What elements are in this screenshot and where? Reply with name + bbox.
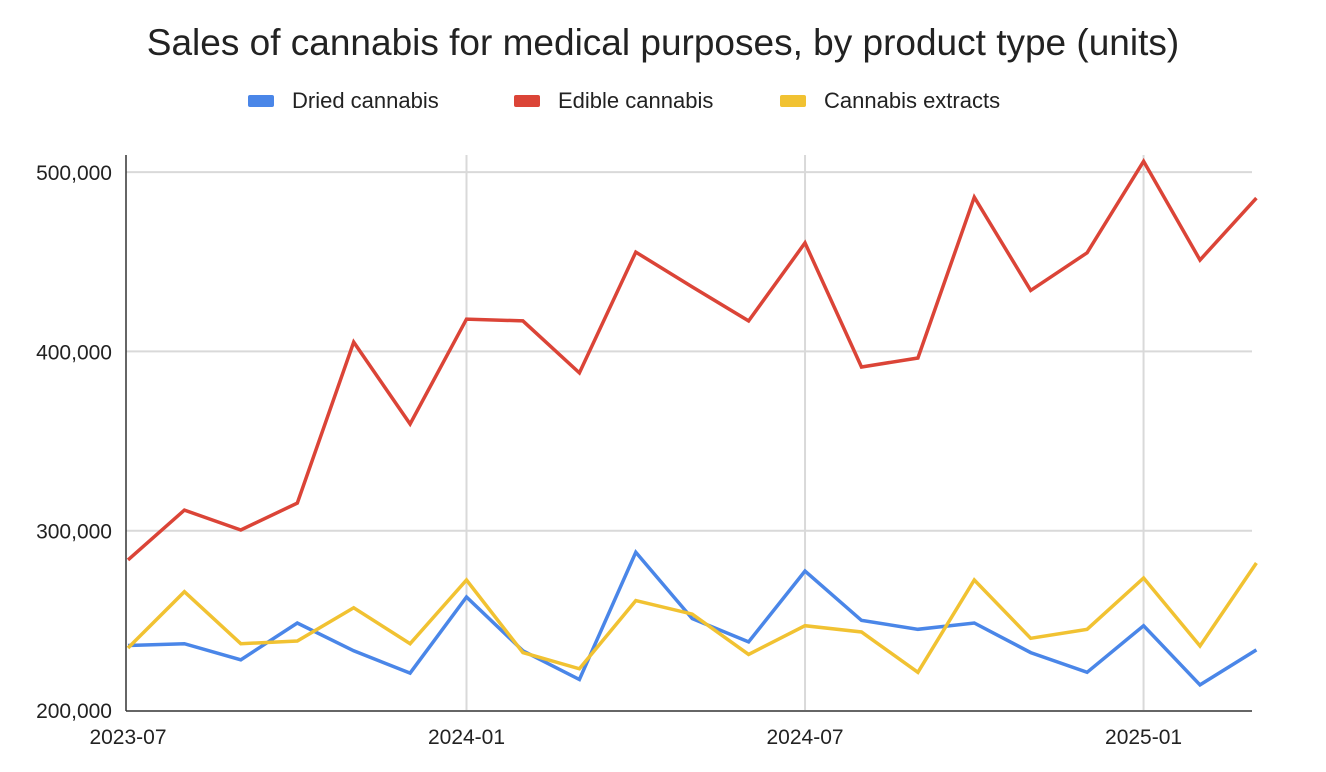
legend-swatch [248, 95, 274, 107]
series-line-cannabis-extracts [126, 562, 1258, 675]
x-tick-label: 2025-01 [1105, 726, 1182, 749]
y-tick-label: 200,000 [36, 700, 112, 723]
legend-swatch [780, 95, 806, 107]
x-tick-label: 2024-01 [428, 726, 505, 749]
gridlines [126, 155, 1252, 710]
series-lines [126, 157, 1258, 688]
axes: 200,000 300,000 400,000 500,000 2023-07 2024-… [36, 155, 1252, 749]
legend-label: Edible cannabis [558, 88, 713, 113]
chart-title: Sales of cannabis for medical purposes, … [147, 22, 1179, 63]
y-tick-label: 500,000 [36, 162, 112, 185]
series-line-dried-cannabis [127, 548, 1258, 688]
y-tick-label: 300,000 [36, 521, 112, 544]
legend: Dried cannabis Edible cannabis Cannabis ex… [248, 88, 1000, 113]
series-line-edible-cannabis [126, 157, 1258, 562]
legend-label: Cannabis extracts [824, 88, 1000, 113]
legend-swatch [514, 95, 540, 107]
y-tick-label: 400,000 [36, 341, 112, 364]
legend-label: Dried cannabis [292, 88, 439, 113]
x-tick-label: 2024-07 [767, 726, 844, 749]
x-tick-label: 2023-07 [89, 726, 166, 749]
